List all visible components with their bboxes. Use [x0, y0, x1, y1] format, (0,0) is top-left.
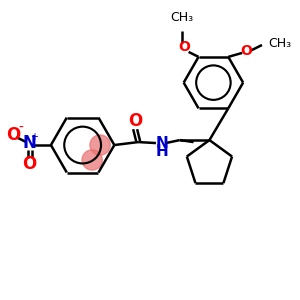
Text: CH₃: CH₃ [170, 11, 193, 24]
Text: O: O [6, 126, 20, 144]
Text: O: O [179, 40, 190, 54]
Text: H: H [155, 145, 168, 160]
Text: CH₃: CH₃ [268, 37, 291, 50]
Text: O: O [22, 155, 36, 173]
Text: N: N [22, 134, 36, 152]
Text: -: - [19, 121, 24, 135]
Text: O: O [128, 112, 142, 130]
Text: +: + [30, 132, 38, 142]
Circle shape [82, 150, 102, 170]
Text: N: N [155, 136, 168, 151]
Text: O: O [240, 44, 252, 58]
Circle shape [90, 135, 110, 155]
